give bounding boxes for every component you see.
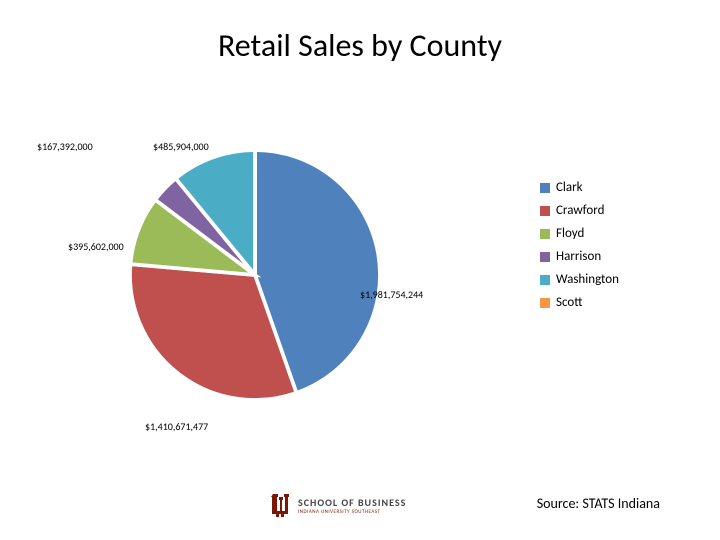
pie-container	[130, 150, 380, 400]
legend-swatch	[540, 206, 550, 216]
legend-item-crawford: Crawford	[540, 203, 700, 218]
legend-swatch	[540, 298, 550, 308]
data-label-clark: $1,981,754,244	[360, 288, 423, 301]
legend-item-washington: Washington	[540, 272, 700, 287]
data-label-harrison: $167,392,000	[37, 140, 93, 153]
iu-trident-icon	[270, 492, 292, 520]
logo-main-text: SCHOOL OF BUSINESS	[298, 498, 406, 508]
logo-text: SCHOOL OF BUSINESS INDIANA UNIVERSITY SO…	[298, 498, 406, 515]
legend-item-scott: Scott	[540, 295, 700, 310]
iu-logo: SCHOOL OF BUSINESS INDIANA UNIVERSITY SO…	[270, 492, 406, 520]
data-label-floyd: $395,602,000	[68, 240, 124, 253]
legend-label: Scott	[556, 295, 582, 310]
legend-swatch	[540, 275, 550, 285]
legend-label: Washington	[556, 272, 619, 287]
source-text: Source: STATS Indiana	[537, 495, 660, 512]
legend-label: Crawford	[556, 203, 604, 218]
legend-item-harrison: Harrison	[540, 249, 700, 264]
legend-swatch	[540, 252, 550, 262]
legend-swatch	[540, 183, 550, 193]
data-label-crawford: $1,410,671,477	[145, 420, 208, 433]
legend-label: Harrison	[556, 249, 601, 264]
data-label-washington: $485,904,000	[153, 140, 209, 153]
logo-sub-text: INDIANA UNIVERSITY SOUTHEAST	[298, 510, 406, 515]
legend-item-clark: Clark	[540, 180, 700, 195]
legend-label: Clark	[556, 180, 583, 195]
legend: Clark Crawford Floyd Harrison Washington Scot…	[540, 180, 700, 318]
legend-label: Floyd	[556, 226, 584, 241]
pie-svg	[130, 150, 380, 400]
pie-chart: $167,392,000 $485,904,000 $395,602,000 $1,9…	[40, 110, 480, 460]
legend-item-floyd: Floyd	[540, 226, 700, 241]
legend-swatch	[540, 229, 550, 239]
page-title: Retail Sales by County	[0, 26, 720, 65]
